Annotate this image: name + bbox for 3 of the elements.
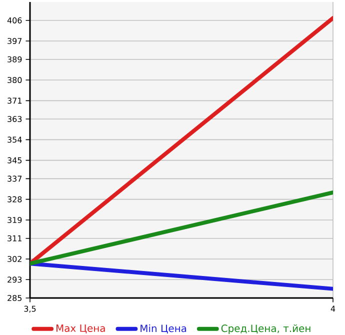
legend-label: Сред.Цена, т.йен xyxy=(221,324,310,334)
legend-label: Max Цена xyxy=(56,324,105,334)
legend-label: Min Цена xyxy=(140,324,186,334)
